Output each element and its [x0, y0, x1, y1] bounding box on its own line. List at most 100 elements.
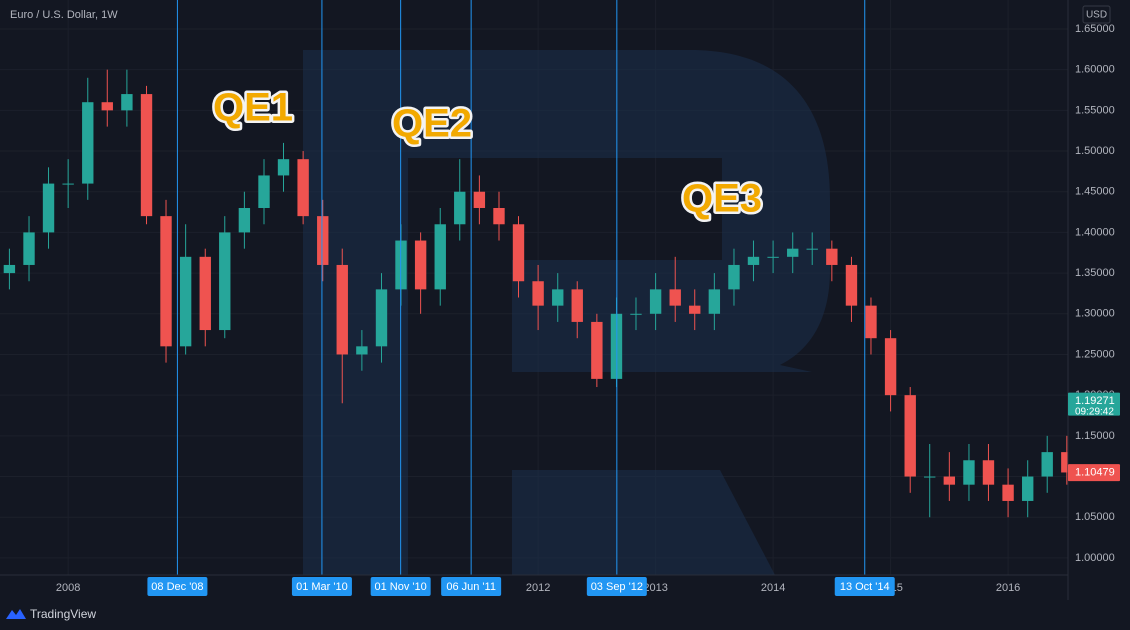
y-tick-label: 1.40000 [1075, 226, 1115, 238]
candle-body [963, 460, 975, 485]
candle-body [375, 289, 388, 347]
candle-body [434, 224, 446, 290]
candle-body [414, 240, 427, 290]
price-label-time: 09:29:42 [1075, 407, 1114, 418]
candle-body [943, 476, 956, 485]
candle-body [101, 102, 113, 111]
y-tick-label: 1.65000 [1075, 23, 1115, 35]
candle-body [454, 191, 466, 225]
candle-body [747, 256, 760, 265]
candle-body [532, 281, 544, 306]
candle-body [767, 256, 779, 258]
candle-body [3, 264, 16, 274]
event-label: 03 Sep '12 [591, 581, 643, 593]
candle-body [708, 289, 721, 314]
candle-body [140, 94, 153, 217]
candle-body [62, 183, 74, 185]
candle-body [904, 395, 916, 477]
candle-body [787, 248, 799, 257]
axes: 1.000001.050001.100001.150001.200001.250… [56, 23, 1115, 594]
event-label: 06 Jun '11 [446, 581, 496, 593]
x-tick-label: 2008 [56, 582, 80, 594]
candle-body [297, 159, 309, 217]
candle-body [924, 476, 936, 478]
event-label: 01 Nov '10 [375, 581, 427, 593]
y-tick-label: 1.00000 [1075, 552, 1115, 564]
candle-body [42, 183, 55, 233]
candle-body [571, 289, 583, 322]
y-tick-label: 1.05000 [1075, 511, 1115, 523]
candle-body [179, 256, 192, 347]
candle-body [591, 321, 603, 379]
candle-body [473, 191, 486, 208]
y-tick-label: 1.30000 [1075, 308, 1115, 320]
candle-body [199, 256, 211, 331]
y-tick-label: 1.55000 [1075, 104, 1115, 116]
candles [3, 69, 1068, 518]
event-label-box [586, 577, 647, 596]
candle-body [982, 460, 995, 485]
footer [0, 600, 1130, 630]
candle-body [845, 264, 858, 306]
event-label-box [834, 577, 895, 596]
candle-body [336, 264, 348, 355]
candle-body [277, 159, 290, 176]
annotation: QE3 [682, 177, 762, 221]
candle-body [82, 102, 94, 184]
y-tick-label: 1.35000 [1075, 267, 1115, 279]
candle-body [258, 175, 270, 208]
x-tick-label: 2014 [761, 582, 785, 594]
candle-body [1041, 452, 1053, 477]
candle-body [806, 248, 818, 250]
brand-logo [6, 609, 26, 619]
brand: TradingView [30, 607, 96, 621]
candle-body [669, 289, 681, 306]
candle-body [219, 232, 231, 331]
y-tick-label: 1.50000 [1075, 145, 1115, 157]
event-label: 01 Mar '10 [296, 581, 348, 593]
candle-body [1061, 452, 1068, 473]
event-label-box [370, 577, 431, 596]
candle-body [23, 232, 35, 265]
currency: USD [1086, 10, 1107, 21]
candle-body [238, 207, 251, 233]
symbol-title: Euro / U.S. Dollar, 1W [10, 9, 118, 21]
event-lines [176, 0, 866, 575]
event-label-box [291, 577, 352, 596]
overlays: 08 Dec '08 01 Mar '10 01 Nov '10 06 Jun '11… [147, 392, 1120, 596]
watermark [303, 50, 830, 575]
candle-body [649, 289, 662, 314]
watermark-logo [303, 50, 830, 575]
price-label: 1.10479 [1075, 467, 1115, 479]
price-label: 1.19271 [1075, 395, 1115, 407]
x-tick-label: 2016 [996, 582, 1020, 594]
price-label-box [1068, 392, 1120, 416]
candle-body [160, 216, 172, 347]
candle-body [512, 224, 525, 282]
x-tick-label: 2013 [643, 582, 667, 594]
event-label-box [441, 577, 502, 596]
candle-body [356, 346, 368, 355]
candle-body [121, 94, 133, 111]
candle-body [1022, 476, 1034, 501]
candle-body [689, 305, 701, 314]
candle-body [493, 207, 505, 225]
y-tick-label: 1.60000 [1075, 64, 1115, 76]
annotations: QE1 QE2 QE3 [210, 83, 764, 223]
candle-body [826, 248, 838, 265]
event-label-box [147, 577, 208, 596]
event-label: 13 Oct '14 [840, 581, 890, 593]
candle-body [728, 264, 740, 290]
candle-body [884, 338, 897, 396]
currency-box [1082, 5, 1111, 24]
candle-body [865, 305, 877, 339]
annotation: QE1 [213, 86, 293, 130]
price-axis [1068, 0, 1130, 600]
price-label-box [1068, 464, 1120, 482]
candle-body [630, 313, 642, 315]
y-tick-label: 1.25000 [1075, 348, 1115, 360]
x-tick-label: 2012 [526, 582, 550, 594]
y-tick-label: 1.45000 [1075, 186, 1115, 198]
y-tick-label: 1.15000 [1075, 430, 1115, 442]
